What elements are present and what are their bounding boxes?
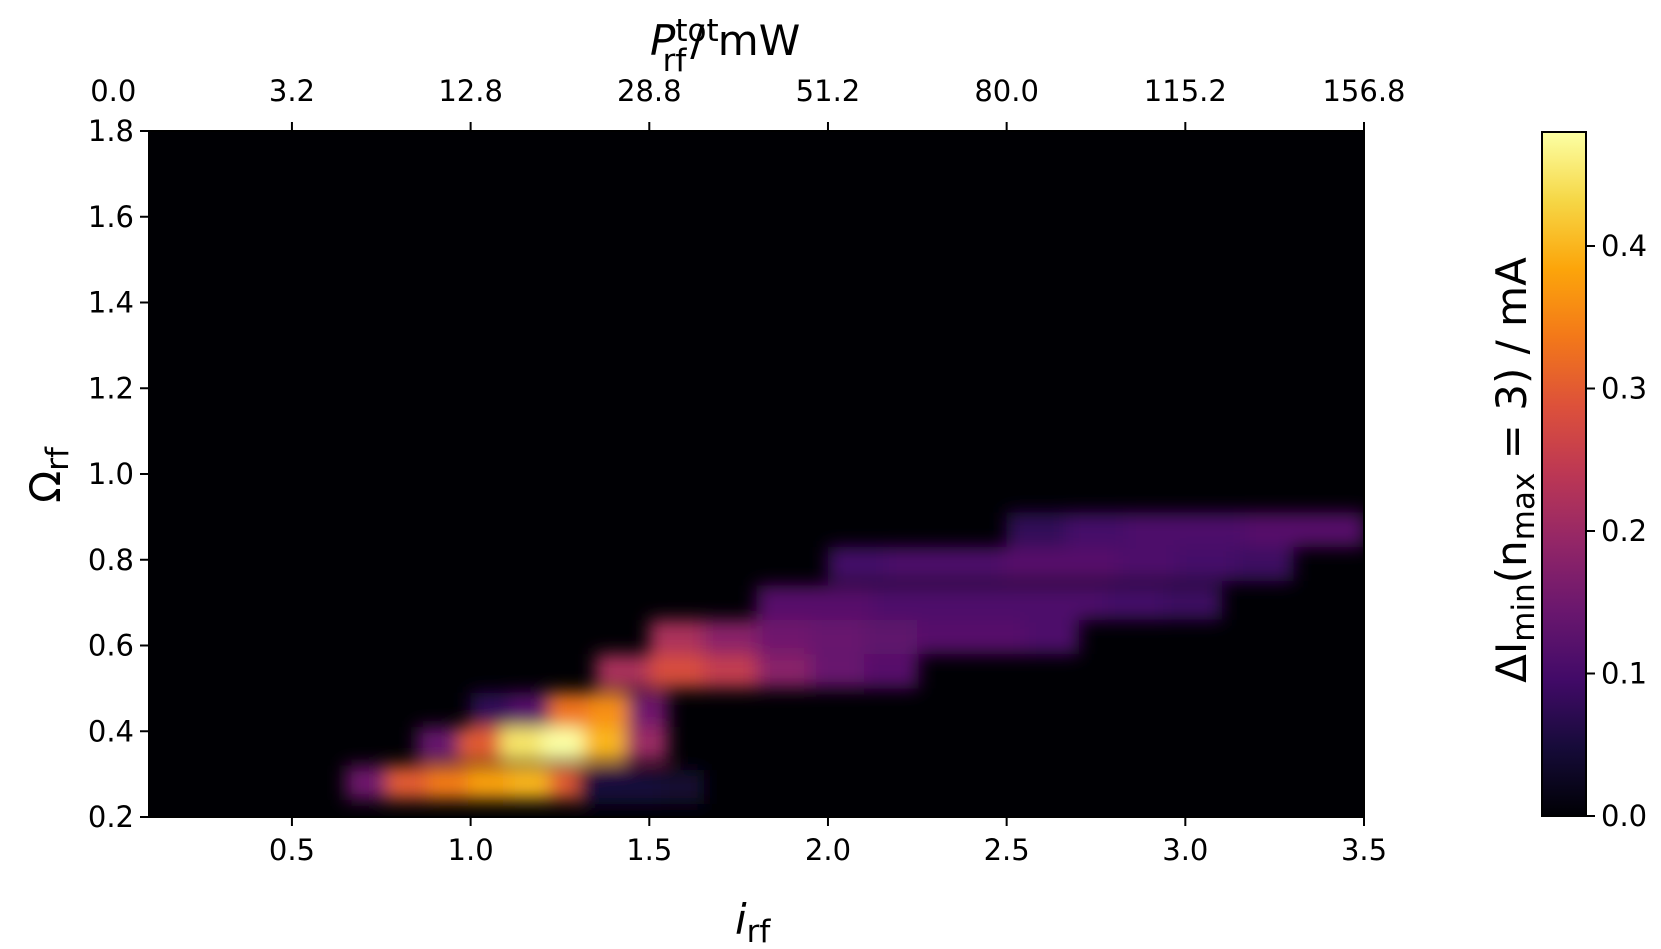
- heatmap-cells: [345, 512, 1364, 805]
- x-tick-label: 1.5: [626, 833, 672, 867]
- heatmap-cell: [1024, 619, 1080, 655]
- heatmap-cell: [1185, 512, 1246, 547]
- heatmap-cell: [827, 546, 888, 582]
- top-axis-title: Ptot rf/ mW: [650, 13, 800, 79]
- heatmap-cell: [1244, 512, 1306, 547]
- heatmap-cell: [810, 654, 865, 689]
- heatmap-cell: [1234, 546, 1294, 582]
- heatmap-cell: [756, 619, 812, 655]
- bottom-x-axis: 0.5 1.0 1.5 2.0 2.5 3.0 3.5: [269, 817, 1387, 867]
- heatmap-cell: [988, 585, 1048, 620]
- y-tick-label: 0.6: [88, 629, 134, 663]
- heatmap-cell: [661, 769, 704, 805]
- plot-area: [148, 130, 1365, 818]
- heatmap-cell: [863, 619, 919, 655]
- colorbar-tick-label: 0.0: [1601, 799, 1647, 833]
- top-tick-label: 51.2: [796, 74, 861, 108]
- heatmap-cell: [577, 769, 621, 805]
- x-tick-label: 2.5: [984, 833, 1030, 867]
- y-tick-label: 1.8: [88, 114, 134, 148]
- colorbar-gradient: [1541, 131, 1587, 817]
- top-tick-label: 115.2: [1144, 74, 1227, 108]
- colorbar-title: ΔImin(nmax = 3) / mA: [1487, 257, 1542, 683]
- heatmap-cell: [1002, 546, 1062, 582]
- heatmap-cell: [549, 692, 590, 727]
- y-tick-label: 1.4: [88, 286, 134, 320]
- heatmap-cell: [627, 692, 669, 727]
- colorbar-tick-label: 0.4: [1601, 229, 1647, 263]
- y-tick-label: 1.2: [88, 371, 134, 405]
- y-tick-label: 1.0: [88, 457, 134, 491]
- heatmap-cell: [1104, 585, 1164, 620]
- heatmap-cell: [458, 726, 502, 762]
- heatmap-cell: [625, 726, 669, 762]
- y-tick-label: 1.6: [88, 200, 134, 234]
- heatmap-cell: [500, 726, 544, 762]
- top-tick-label: 28.8: [617, 74, 682, 108]
- heatmap-cell: [417, 726, 460, 762]
- top-tick-label: 80.0: [974, 74, 1039, 108]
- heatmap-cell: [702, 619, 758, 655]
- heatmap-cell: [872, 585, 932, 620]
- y-tick-label: 0.8: [88, 543, 134, 577]
- colorbar-tick-label: 0.3: [1601, 372, 1647, 406]
- heatmap-cell: [756, 654, 812, 689]
- heatmap-cell: [649, 654, 704, 689]
- heatmap-cell: [588, 692, 629, 727]
- heatmap-cell: [1118, 546, 1178, 582]
- heatmap-cell: [345, 765, 388, 800]
- x-tick-label: 3.0: [1162, 833, 1208, 867]
- heatmap-cell: [917, 619, 972, 655]
- top-x-axis: 0.0 3.2 12.8 28.8 51.2 80.0 115.2 156.8: [90, 74, 1406, 131]
- heatmap-cell: [930, 585, 990, 620]
- heatmap-cell: [470, 692, 511, 727]
- y-tick-label: 0.2: [88, 800, 134, 834]
- top-tick-label: 156.8: [1322, 74, 1405, 108]
- colorbar-tick-label: 0.2: [1601, 514, 1647, 548]
- heatmap-cell: [649, 619, 704, 655]
- top-tick-label: 12.8: [438, 74, 503, 108]
- y-tick-label: 0.4: [88, 714, 134, 748]
- heatmap-cell: [1304, 512, 1364, 547]
- x-tick-label: 1.0: [448, 833, 494, 867]
- x-tick-label: 3.5: [1341, 833, 1387, 867]
- heatmap-cell: [468, 765, 510, 800]
- top-tick-label: 3.2: [269, 74, 315, 108]
- heatmap-cell: [1060, 546, 1120, 582]
- x-axis-title: irf: [735, 895, 771, 949]
- y-axis-title: Ωrf: [21, 446, 76, 503]
- top-tick-label: 0.0: [90, 74, 136, 108]
- heatmap-cell: [583, 726, 627, 762]
- heatmap-cell: [886, 546, 946, 582]
- colorbar: 0.0 0.1 0.2 0.3 0.4 ΔImin(nmax = 3) / mA: [1487, 131, 1647, 833]
- x-tick-label: 2.0: [805, 833, 851, 867]
- heatmap-cell: [542, 726, 585, 762]
- heatmap-cell: [595, 654, 651, 689]
- heatmap-cell: [1125, 512, 1187, 547]
- heatmap-cell: [863, 654, 919, 689]
- heatmap-background: [149, 131, 1364, 817]
- heatmap-cell: [970, 619, 1026, 655]
- colorbar-axis: 0.0 0.1 0.2 0.3 0.4: [1586, 229, 1647, 833]
- heatmap-cell: [756, 585, 816, 620]
- heatmap-cell: [619, 769, 663, 805]
- heatmap-cell: [1162, 585, 1223, 620]
- heatmap-cell: [810, 619, 865, 655]
- heatmap-cell: [1046, 585, 1106, 620]
- left-y-axis: 0.2 0.4 0.6 0.8 1.0 1.2 1.4 1.6 1.8: [88, 114, 149, 834]
- heatmap-cell: [1066, 512, 1127, 547]
- heatmap-cell: [386, 765, 429, 800]
- heatmap-cell: [509, 692, 551, 727]
- colorbar-tick-label: 0.1: [1601, 657, 1647, 691]
- heatmap-cell: [944, 546, 1004, 582]
- heatmap-cell: [702, 654, 758, 689]
- heatmap-cell: [814, 585, 874, 620]
- x-tick-label: 0.5: [269, 833, 315, 867]
- heatmap-cell: [508, 765, 551, 800]
- heatmap-cell: [427, 765, 470, 800]
- heatmap-cell: [1176, 546, 1236, 582]
- heatmap-cell: [1006, 512, 1068, 547]
